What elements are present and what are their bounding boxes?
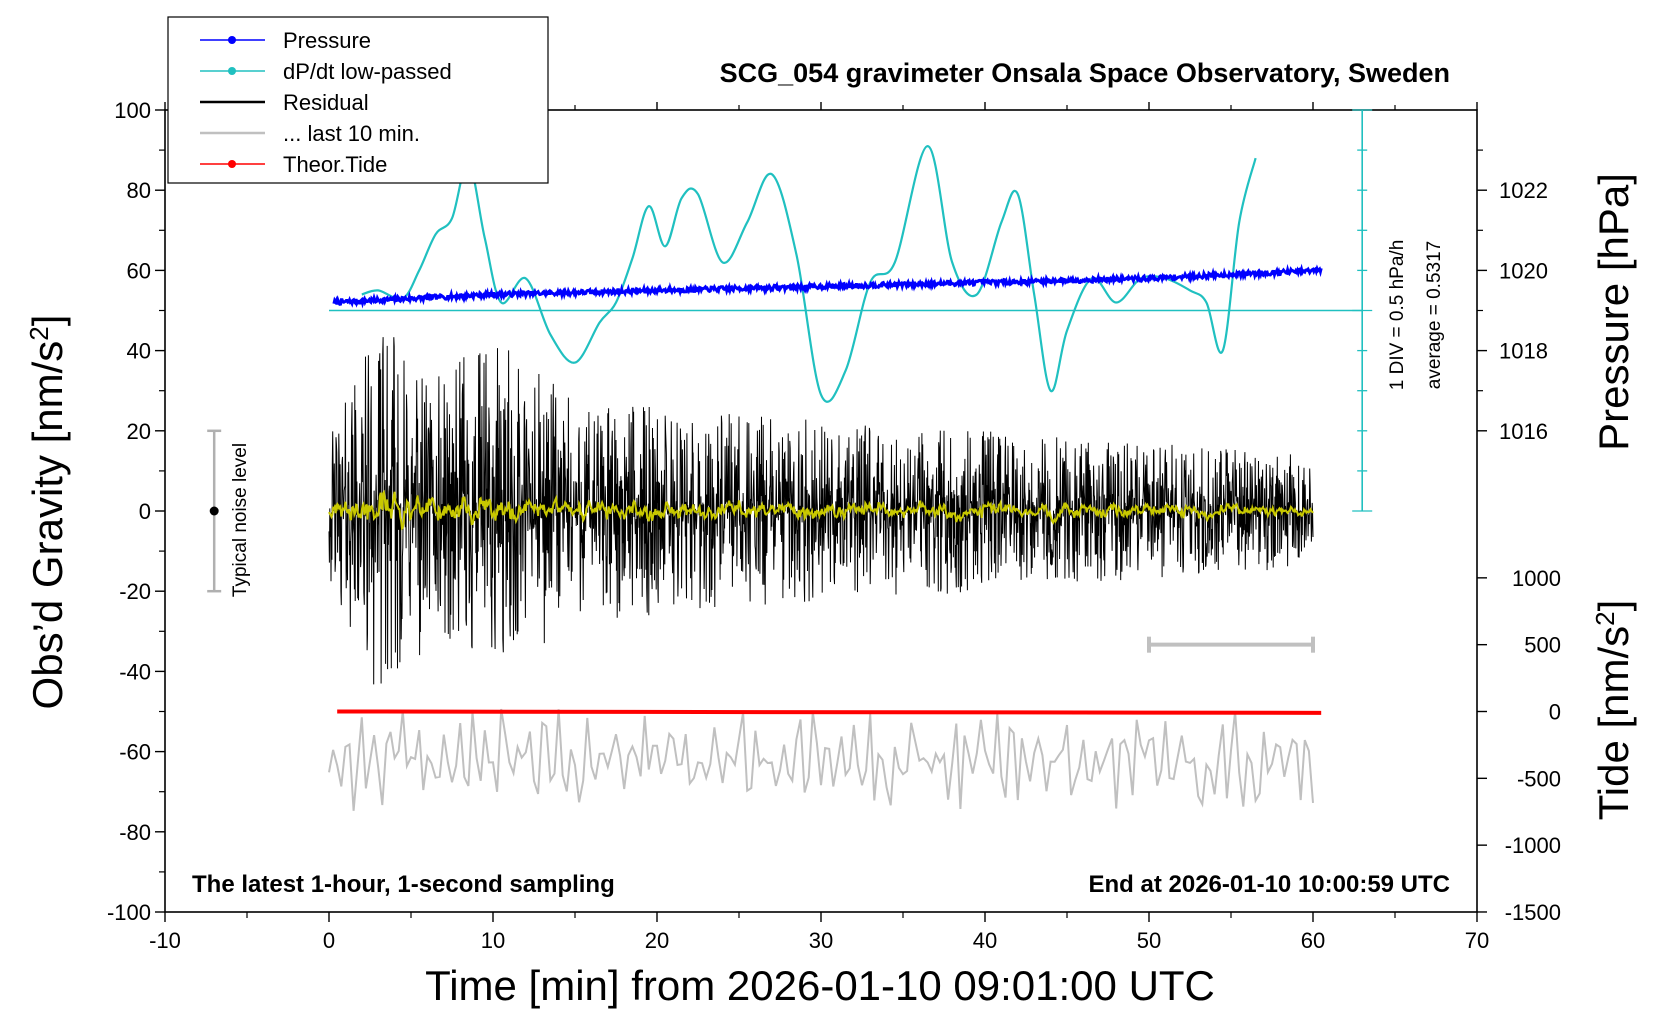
tide-tick-label: 0 xyxy=(1549,700,1561,725)
dpdt-line xyxy=(361,144,1257,403)
legend-label: Theor.Tide xyxy=(283,152,387,177)
y-axis-label-pressure: Pressure [hPa] xyxy=(1590,173,1637,451)
x-tick-label: 10 xyxy=(481,928,505,953)
theor-tide-line xyxy=(337,709,1322,715)
dpdt-scale-bar xyxy=(1352,109,1373,512)
y-tick-label: -80 xyxy=(119,820,151,845)
chart-title: SCG_054 gravimeter Onsala Space Observat… xyxy=(720,58,1450,88)
noise-level-bar xyxy=(207,429,222,593)
legend-label: dP/dt low-passed xyxy=(283,59,452,84)
legend-items: Pressure dP/dt low-passed Residual ... last… xyxy=(200,28,452,177)
x-tick-label: 60 xyxy=(1301,928,1325,953)
pressure-tick-label: 1020 xyxy=(1499,258,1548,283)
y-tick-label: 100 xyxy=(114,98,151,123)
y-tick-labels: -100 -80 -60 -40 -20 0 20 40 60 80 100 xyxy=(107,98,151,925)
series-theor-tide xyxy=(337,709,1322,715)
tide-tick-label: -500 xyxy=(1517,766,1561,791)
pressure-axis: 1016 1018 1020 1022 xyxy=(1477,149,1548,444)
y-tick-label: -40 xyxy=(119,659,151,684)
tide-axis: 1000 500 0 -500 -1000 -1500 xyxy=(1477,566,1561,925)
pressure-tick-label: 1018 xyxy=(1499,339,1548,364)
legend-swatch-marker xyxy=(228,160,236,168)
y-tick-label: -100 xyxy=(107,900,151,925)
tide-tick-label: 500 xyxy=(1524,633,1561,658)
series-pressure xyxy=(332,263,1323,309)
y-axis-label-main-text: Obs’d Gravity [nm/s xyxy=(24,341,71,710)
legend-label: Residual xyxy=(283,90,369,115)
x-tick-label: 20 xyxy=(645,928,669,953)
y-axis-label-tide-sup: 2 xyxy=(1590,611,1620,625)
y-tick-label: -20 xyxy=(119,579,151,604)
x-tick-label: 0 xyxy=(323,928,335,953)
x-axis-label: Time [min] from 2026-01-10 09:01:00 UTC xyxy=(425,962,1215,1009)
legend-swatch-marker xyxy=(228,67,236,75)
y-axis-label-main-end: ] xyxy=(24,315,71,327)
series-dpdt xyxy=(361,144,1257,403)
pressure-tick-label: 1016 xyxy=(1499,419,1548,444)
y-tick-label: -60 xyxy=(119,740,151,765)
last-10-min-line xyxy=(328,708,1314,811)
noise-bar-center-dot xyxy=(209,506,219,516)
series-residual xyxy=(328,337,1314,685)
legend-swatch-marker xyxy=(228,36,236,44)
legend-box xyxy=(167,16,549,184)
pressure-tick-label: 1022 xyxy=(1499,178,1548,203)
y-tick-label: 60 xyxy=(127,258,151,283)
y-tick-label: 0 xyxy=(139,499,151,524)
y-axis-label-tide-text: Tide [nm/s xyxy=(1590,626,1637,821)
y-axis-label-tide-end: ] xyxy=(1590,600,1637,612)
pressure-line xyxy=(332,263,1323,309)
legend: Pressure dP/dt low-passed Residual ... last… xyxy=(167,16,549,184)
series-residual-smoothed xyxy=(328,489,1314,531)
residual-smoothed-line xyxy=(328,489,1314,531)
tide-tick-label: -1000 xyxy=(1505,833,1561,858)
y-tick-label: 20 xyxy=(127,419,151,444)
x-tick-labels: -10 0 10 20 30 40 50 60 70 xyxy=(149,928,1489,953)
x-tick-label: 40 xyxy=(973,928,997,953)
x-tick-label: -10 xyxy=(149,928,181,953)
dpdt-average-label: average = 0.5317 xyxy=(1424,241,1445,389)
time-scale-bar xyxy=(1147,636,1315,653)
residual-line xyxy=(328,337,1314,685)
y-axis-label-tide: Tide [nm/s2] xyxy=(1590,600,1637,821)
footnote-right: End at 2026-01-10 10:00:59 UTC xyxy=(1089,871,1451,898)
legend-label: ... last 10 min. xyxy=(283,121,420,146)
tide-tick-label: 1000 xyxy=(1512,566,1561,591)
series-last-10-min xyxy=(328,708,1314,811)
y-axis-label-main: Obs’d Gravity [nm/s2] xyxy=(24,315,71,710)
x-tick-label: 50 xyxy=(1137,928,1161,953)
noise-level-label: Typical noise level xyxy=(230,443,251,597)
footnote-left: The latest 1-hour, 1-second sampling xyxy=(192,871,615,898)
y-tick-label: 40 xyxy=(127,339,151,364)
x-tick-label: 70 xyxy=(1465,928,1489,953)
x-tick-label: 30 xyxy=(809,928,833,953)
y-tick-label: 80 xyxy=(127,178,151,203)
y-axis-label-main-sup: 2 xyxy=(24,326,54,340)
legend-label: Pressure xyxy=(283,28,371,53)
tide-tick-label: -1500 xyxy=(1505,900,1561,925)
dpdt-scale-label: 1 DIV = 0.5 hPa/h xyxy=(1387,240,1408,391)
